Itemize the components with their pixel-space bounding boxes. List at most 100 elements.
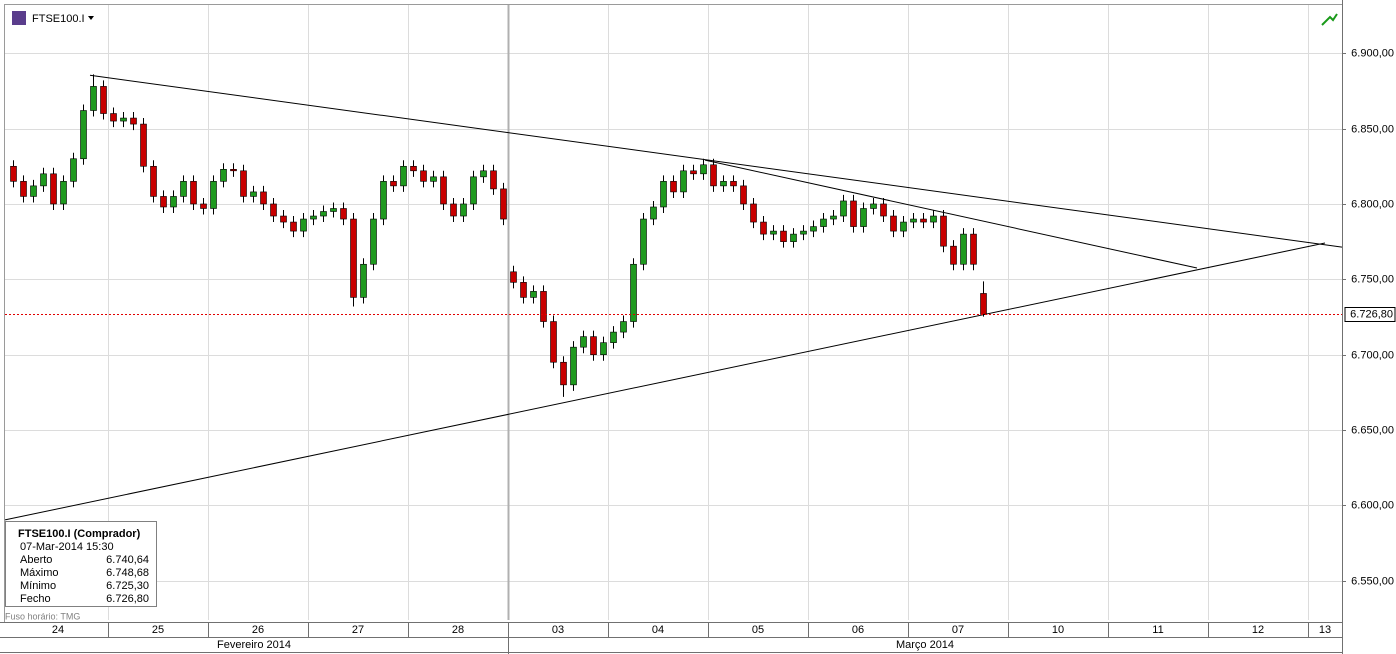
candle-body <box>830 215 837 220</box>
candle-body <box>420 170 427 182</box>
x-tick-label: 05 <box>752 624 764 636</box>
candle-body <box>820 218 827 227</box>
candle-body <box>690 170 697 175</box>
trend-line <box>4 242 1326 521</box>
candle-body <box>370 218 377 265</box>
x-tick-label: 28 <box>452 624 464 636</box>
candle-body <box>480 170 487 178</box>
candle-body <box>170 196 177 208</box>
info-value: 6.725,30 <box>106 580 149 592</box>
symbol-dropdown[interactable] <box>88 16 94 20</box>
candle-body <box>50 173 57 205</box>
info-value: 6.748,68 <box>106 567 149 579</box>
candle-body <box>320 211 327 217</box>
x-tick-label: 11 <box>1152 624 1163 636</box>
candle-body <box>730 181 737 187</box>
info-label: Máximo <box>20 567 59 579</box>
candle-body <box>130 117 137 125</box>
candle-body <box>630 263 637 322</box>
candle-body <box>560 361 567 386</box>
candle-body <box>260 191 267 205</box>
info-time: 07-Mar-2014 15:30 <box>20 541 114 553</box>
candle-body <box>160 196 167 208</box>
candle-body <box>60 181 67 205</box>
candle-body <box>610 331 617 343</box>
x-tick-label: 10 <box>1052 624 1064 636</box>
candle-body <box>880 203 887 217</box>
info-label: Mínimo <box>20 580 56 592</box>
candle-body <box>920 218 927 223</box>
candle-body <box>780 230 787 242</box>
candle-body <box>740 185 747 205</box>
candle-body <box>700 164 707 175</box>
candle-body <box>380 181 387 220</box>
candle-body <box>490 170 497 190</box>
month-label: Março 2014 <box>896 639 954 651</box>
candle-body <box>120 117 127 122</box>
x-tick-label: 26 <box>252 624 264 636</box>
y-tick-label: 6.600,00 <box>1351 499 1394 511</box>
x-tick-label: 27 <box>352 624 364 636</box>
candle-body <box>640 218 647 265</box>
candle-body <box>550 321 557 363</box>
candle-body <box>340 208 347 220</box>
candle-body <box>570 346 577 386</box>
candle-body <box>890 215 897 232</box>
candle-body <box>840 200 847 217</box>
candle-body <box>460 203 467 217</box>
candle-body <box>150 165 157 197</box>
timezone: Fuso horário: TMG <box>5 611 80 621</box>
y-tick-label: 6.550,00 <box>1351 575 1394 587</box>
candle-body <box>360 263 367 298</box>
candle-body <box>860 208 867 227</box>
symbol[interactable]: FTSE100.I <box>32 13 85 25</box>
y-tick-label: 6.750,00 <box>1351 273 1394 285</box>
candle-body <box>760 221 767 235</box>
candle-body <box>110 113 117 122</box>
candle-body <box>910 218 917 223</box>
candle-body <box>350 218 357 298</box>
candle-body <box>530 291 537 298</box>
month-label: Fevereiro 2014 <box>217 639 291 651</box>
candle-body <box>390 181 397 187</box>
info-label: Aberto <box>20 554 52 566</box>
candle-body <box>440 176 447 205</box>
candle-body <box>40 173 47 187</box>
candle-body <box>140 123 147 167</box>
info-value: 6.740,64 <box>106 554 149 566</box>
candle-body <box>980 293 987 315</box>
candle-body <box>960 233 967 265</box>
candle-body <box>190 181 197 205</box>
trend-line <box>704 159 1198 269</box>
candle-body <box>410 165 417 172</box>
candle-body <box>680 170 687 193</box>
candle-body <box>870 203 877 209</box>
candle-body <box>270 203 277 217</box>
candle-body <box>200 203 207 209</box>
candle-body <box>580 336 587 348</box>
last-price-label: 6.726,80 <box>1350 308 1393 320</box>
chart-type-icon[interactable] <box>1321 13 1338 26</box>
symbol-icon[interactable] <box>12 11 26 25</box>
candle-body <box>650 206 657 220</box>
candle-body <box>430 176 437 182</box>
candles <box>10 74 987 397</box>
candle-body <box>310 215 317 220</box>
x-tick-label: 24 <box>52 624 64 636</box>
candle-body <box>80 110 87 160</box>
info-box: FTSE100.I (Comprador) 07-Mar-2014 15:30A… <box>5 521 157 607</box>
candle-body <box>30 185 37 197</box>
info-title: FTSE100.I (Comprador) <box>18 528 141 540</box>
last-price-box <box>1344 307 1396 322</box>
x-tick-label: 12 <box>1252 624 1264 636</box>
info-box-frame <box>5 521 157 607</box>
candle-body <box>90 86 97 111</box>
candle-body <box>470 176 477 205</box>
candle-body <box>720 181 727 187</box>
candle-body <box>660 181 667 208</box>
candle-body <box>770 230 777 235</box>
candle-body <box>500 188 507 220</box>
candle-body <box>520 282 527 298</box>
